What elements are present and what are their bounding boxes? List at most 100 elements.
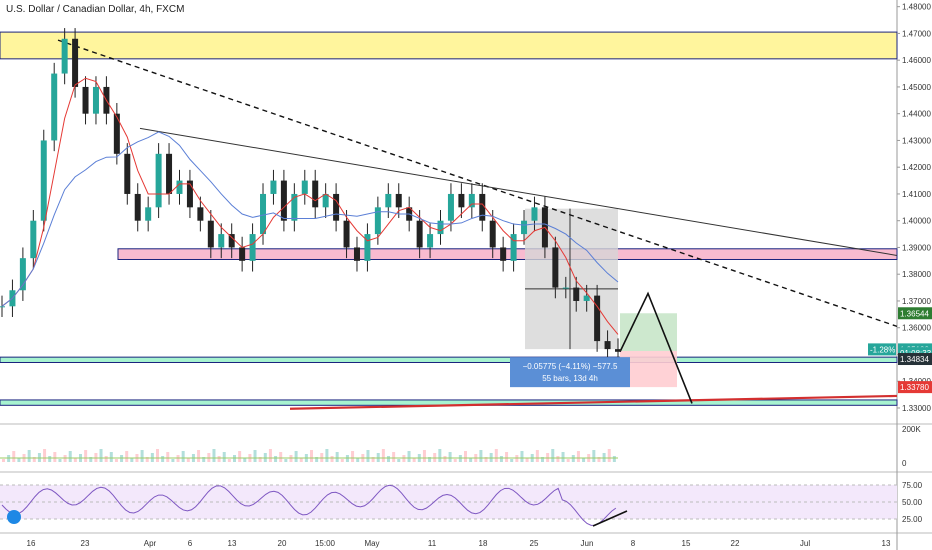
trendline-dashed[interactable] xyxy=(57,39,898,328)
volume-bar xyxy=(109,452,113,462)
volume-bar xyxy=(238,451,242,462)
volume-bar xyxy=(156,449,159,462)
price-tag-target-bg xyxy=(898,307,932,320)
candle[interactable] xyxy=(333,193,340,221)
volume-bar xyxy=(453,459,457,462)
candle[interactable] xyxy=(270,180,277,194)
candle[interactable] xyxy=(113,113,120,154)
volume-bar xyxy=(166,452,170,462)
candle[interactable] xyxy=(594,295,601,342)
candle[interactable] xyxy=(573,287,580,301)
candle[interactable] xyxy=(353,247,360,261)
candle[interactable] xyxy=(134,193,141,221)
candle[interactable] xyxy=(280,180,287,221)
price-tick-label: 1.47000 xyxy=(902,29,931,38)
volume-bar xyxy=(89,457,93,462)
candle[interactable] xyxy=(82,86,89,114)
candle[interactable] xyxy=(322,193,329,208)
candle[interactable] xyxy=(197,207,204,221)
volume-bar xyxy=(505,452,509,462)
candle[interactable] xyxy=(19,258,26,291)
candle[interactable] xyxy=(364,234,371,261)
candle[interactable] xyxy=(61,38,68,74)
candle[interactable] xyxy=(92,86,99,114)
x-tick-label: 13 xyxy=(228,539,237,548)
volume-bar xyxy=(186,458,190,462)
chart-title: U.S. Dollar / Canadian Dollar, 4h, FXCM xyxy=(6,4,185,15)
candle[interactable] xyxy=(343,220,350,248)
candle[interactable] xyxy=(615,349,621,352)
candle[interactable] xyxy=(30,220,37,259)
candle[interactable] xyxy=(124,153,131,194)
volume-bar xyxy=(299,458,303,462)
volume-bar xyxy=(325,449,329,462)
candle[interactable] xyxy=(500,247,507,261)
candle[interactable] xyxy=(145,207,152,221)
volume-bar xyxy=(84,450,88,462)
candle[interactable] xyxy=(489,220,496,248)
candle[interactable] xyxy=(239,247,246,261)
resistance-zone[interactable] xyxy=(0,31,898,60)
volume-bar xyxy=(181,451,185,462)
candle[interactable] xyxy=(437,220,444,235)
candle[interactable] xyxy=(447,193,454,221)
candle[interactable] xyxy=(186,180,193,208)
x-tick-label: Apr xyxy=(144,539,157,548)
candle[interactable] xyxy=(218,234,225,248)
candle[interactable] xyxy=(260,193,267,235)
candle[interactable] xyxy=(395,193,402,208)
volume-bar xyxy=(315,457,319,462)
candle[interactable] xyxy=(374,207,381,235)
support-zone[interactable] xyxy=(117,248,898,260)
candle[interactable] xyxy=(312,180,319,208)
candle[interactable] xyxy=(458,193,465,208)
volume-bar xyxy=(310,450,313,462)
candle[interactable] xyxy=(72,38,79,87)
rsi-line xyxy=(1,484,617,526)
candle[interactable] xyxy=(521,220,528,235)
volume-bar xyxy=(438,449,442,462)
volume-bar xyxy=(494,449,498,462)
candle[interactable] xyxy=(228,234,235,248)
vol-tick-label: 200K xyxy=(902,425,921,434)
volume-bar xyxy=(566,459,570,462)
candle[interactable] xyxy=(291,193,298,221)
trendline-red[interactable] xyxy=(289,394,898,410)
rsi-tick-label: 75.00 xyxy=(902,481,923,490)
volume-bar xyxy=(104,456,108,462)
volume-bar xyxy=(499,456,503,462)
candle[interactable] xyxy=(552,247,559,288)
rsi-divergence-line[interactable] xyxy=(592,510,628,527)
candle[interactable] xyxy=(385,193,392,208)
candle[interactable] xyxy=(207,220,214,248)
trendline-upper[interactable] xyxy=(139,127,898,256)
candle[interactable] xyxy=(176,180,183,194)
volume-bar xyxy=(422,450,426,462)
candle[interactable] xyxy=(416,220,423,248)
candle[interactable] xyxy=(51,73,58,141)
candle[interactable] xyxy=(562,287,569,289)
candle[interactable] xyxy=(531,207,538,221)
candle[interactable] xyxy=(40,140,47,221)
candle[interactable] xyxy=(166,153,173,194)
price-tag-stop-bg xyxy=(898,381,932,394)
candle[interactable] xyxy=(604,341,611,350)
volume-bar xyxy=(520,451,524,462)
candle[interactable] xyxy=(510,234,517,261)
candle[interactable] xyxy=(583,295,590,301)
volume-bar xyxy=(73,458,77,462)
x-tick-label: 18 xyxy=(479,539,488,548)
measure-box[interactable] xyxy=(525,208,618,350)
candle[interactable] xyxy=(249,234,256,261)
candle[interactable] xyxy=(468,193,475,208)
candle[interactable] xyxy=(301,180,308,194)
candle[interactable] xyxy=(427,234,434,248)
volume-bar xyxy=(356,458,360,462)
projection-path[interactable] xyxy=(619,291,693,404)
demand-zone[interactable] xyxy=(0,356,898,363)
candle[interactable] xyxy=(479,193,486,221)
candle[interactable] xyxy=(155,153,162,208)
volume-bar xyxy=(443,456,447,462)
candle[interactable] xyxy=(0,306,5,308)
